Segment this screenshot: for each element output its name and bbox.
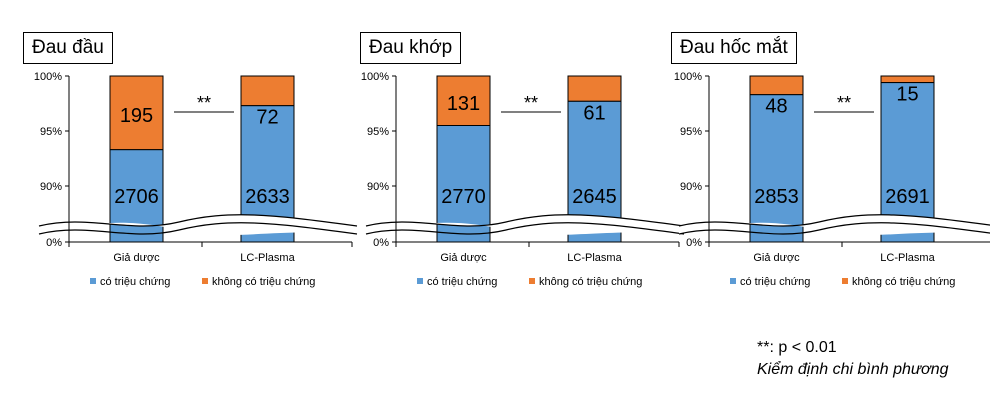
- data-label-with-symptom: 2706: [114, 186, 159, 208]
- data-label-with-symptom: 2691: [885, 186, 930, 208]
- axis-break-line: [38, 222, 358, 235]
- legend-swatch: [417, 278, 423, 284]
- bar-segment-with-symptom: [749, 94, 804, 243]
- significance-marker: **: [524, 93, 538, 113]
- data-label-without-symptom: 48: [765, 96, 787, 118]
- chart-svg: 48 2853 Giả dược 15 2691 LC-Plasma 100% 95% 90% 0…: [674, 71, 990, 288]
- y-tick-label: 90%: [367, 181, 389, 193]
- footnote: **: p < 0.01 Kiểm định chi bình phương: [757, 337, 948, 381]
- data-label-with-symptom: 2645: [572, 186, 617, 208]
- axis-break-band: [39, 214, 357, 236]
- bar-segment-with-symptom: [109, 149, 164, 243]
- chart-svg: 195 2706 Giả dược 72 2633 LC-Plasma 100% 95% 90%…: [34, 71, 358, 288]
- category-label: Giả dược: [440, 252, 487, 264]
- data-label-without-symptom: 61: [583, 102, 605, 124]
- bar-segment-with-symptom: [436, 125, 491, 243]
- category-label: LC-Plasma: [240, 252, 295, 264]
- legend-swatch: [529, 278, 535, 284]
- bar-segment-without-symptom: [880, 75, 935, 84]
- data-label-with-symptom: 2770: [441, 186, 486, 208]
- chart-svg: 131 2770 Giả dược 61 2645 LC-Plasma 100% 95% 90%…: [361, 71, 685, 288]
- significance-marker: **: [197, 93, 211, 113]
- y-tick-label: 95%: [680, 126, 702, 138]
- significance-note: **: p < 0.01: [757, 339, 837, 356]
- y-tick-label: 90%: [680, 181, 702, 193]
- data-label-without-symptom: 72: [256, 107, 278, 129]
- axis-break-line: [678, 214, 990, 227]
- bar-segment-without-symptom: [436, 75, 491, 126]
- y-tick-label: 0%: [686, 237, 702, 249]
- bar-segment-without-symptom: [567, 75, 622, 102]
- y-tick-label: 100%: [34, 71, 62, 83]
- y-tick-label: 95%: [40, 126, 62, 138]
- category-label: Giả dược: [113, 252, 160, 264]
- axis-break-line: [678, 222, 990, 235]
- category-label: LC-Plasma: [880, 252, 935, 264]
- data-label-without-symptom: 15: [896, 84, 918, 106]
- axis-break-line: [365, 222, 685, 235]
- legend-label: có triệu chứng: [740, 276, 810, 288]
- category-label: Giả dược: [753, 252, 800, 264]
- data-label-with-symptom: 2633: [245, 186, 290, 208]
- legend-label: không có triệu chứng: [539, 276, 642, 288]
- chart-title: Đau hốc mắt: [671, 32, 797, 64]
- legend-label: không có triệu chứng: [212, 276, 315, 288]
- data-label-with-symptom: 2853: [754, 186, 799, 208]
- bar-segment-without-symptom: [749, 75, 804, 96]
- axis-break-band: [366, 214, 684, 236]
- data-label-without-symptom: 195: [120, 105, 153, 127]
- y-tick-label: 100%: [361, 71, 389, 83]
- chart-panel-3: Đau hốc mắt 48 2853 Giả dược 15 2691 LC-Plasm…: [660, 0, 990, 300]
- legend-swatch: [730, 278, 736, 284]
- bar-segment-without-symptom: [240, 75, 295, 107]
- legend-swatch: [842, 278, 848, 284]
- chart-title: Đau đầu: [23, 32, 113, 64]
- legend-label: có triệu chứng: [427, 276, 497, 288]
- y-tick-label: 95%: [367, 126, 389, 138]
- test-note: Kiểm định chi bình phương: [757, 361, 949, 378]
- significance-marker: **: [837, 93, 851, 113]
- y-tick-label: 0%: [46, 237, 62, 249]
- category-label: LC-Plasma: [567, 252, 622, 264]
- axis-break-band: [679, 214, 990, 236]
- y-tick-label: 100%: [674, 71, 702, 83]
- chart-panel-2: Đau khớp 131 2770 Giả dược 61 2645 LC-Plasma 1…: [347, 0, 685, 300]
- bar-segment-without-symptom: [109, 75, 164, 151]
- data-label-without-symptom: 131: [447, 93, 480, 115]
- legend-label: có triệu chứng: [100, 276, 170, 288]
- axis-break-line: [365, 214, 685, 227]
- y-tick-label: 0%: [373, 237, 389, 249]
- axis-break-line: [38, 214, 358, 227]
- legend-swatch: [90, 278, 96, 284]
- chart-panel-1: Đau đầu 195 2706 Giả dược 72 2633 LC-Plasma 10…: [20, 0, 358, 300]
- legend-swatch: [202, 278, 208, 284]
- chart-title: Đau khớp: [360, 32, 462, 64]
- legend-label: không có triệu chứng: [852, 276, 955, 288]
- y-tick-label: 90%: [40, 181, 62, 193]
